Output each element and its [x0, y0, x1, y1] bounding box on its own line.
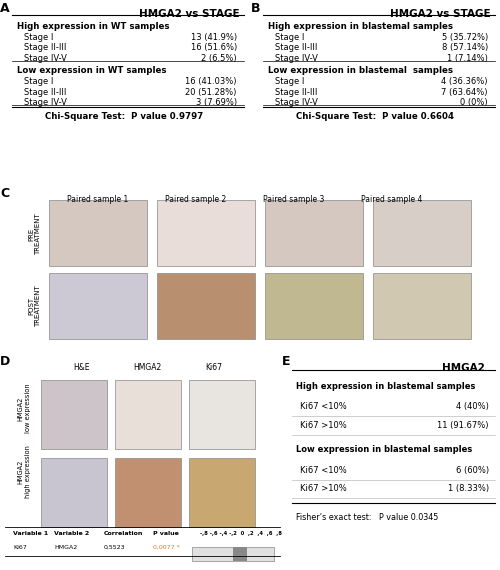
Text: Stage IV-V: Stage IV-V	[24, 98, 67, 107]
FancyBboxPatch shape	[40, 458, 106, 527]
Text: -,8 -,6 -,4 -,2  0  ,2  ,4  ,6  ,8: -,8 -,6 -,4 -,2 0 ,2 ,4 ,6 ,8	[200, 531, 282, 536]
Text: Correlation: Correlation	[104, 531, 143, 536]
FancyBboxPatch shape	[372, 272, 470, 339]
Text: Stage II-III: Stage II-III	[24, 88, 66, 96]
FancyBboxPatch shape	[115, 458, 181, 527]
Text: 8 (57.14%): 8 (57.14%)	[442, 43, 488, 52]
Text: Variable 1: Variable 1	[13, 531, 49, 536]
FancyBboxPatch shape	[189, 380, 255, 450]
Text: 5 (35.72%): 5 (35.72%)	[442, 33, 488, 42]
Text: 4 (40%): 4 (40%)	[456, 402, 489, 412]
Text: Stage I: Stage I	[275, 78, 304, 86]
FancyBboxPatch shape	[49, 200, 147, 266]
Text: Stage I: Stage I	[24, 33, 54, 42]
Text: POST
TREATMENT: POST TREATMENT	[28, 285, 41, 327]
Text: 16 (41.03%): 16 (41.03%)	[186, 78, 237, 86]
Text: 2 (6.5%): 2 (6.5%)	[201, 54, 237, 63]
Text: 16 (51.6%): 16 (51.6%)	[190, 43, 237, 52]
Text: HMGA2
high expression: HMGA2 high expression	[18, 446, 30, 499]
FancyBboxPatch shape	[157, 200, 255, 266]
Text: Variable 2: Variable 2	[54, 531, 90, 536]
Text: Low expression in blastemal  samples: Low expression in blastemal samples	[268, 66, 453, 75]
Text: Paired sample 3: Paired sample 3	[264, 195, 325, 204]
Text: 4 (36.36%): 4 (36.36%)	[442, 78, 488, 86]
Text: 7 (63.64%): 7 (63.64%)	[442, 88, 488, 96]
Text: Paired sample 4: Paired sample 4	[362, 195, 423, 204]
Text: Stage IV-V: Stage IV-V	[275, 98, 318, 107]
Text: Stage I: Stage I	[275, 33, 304, 42]
Text: 20 (51.28%): 20 (51.28%)	[186, 88, 237, 96]
FancyBboxPatch shape	[157, 272, 255, 339]
Text: 3 (7.69%): 3 (7.69%)	[196, 98, 237, 107]
Text: 6 (60%): 6 (60%)	[456, 466, 489, 475]
FancyBboxPatch shape	[115, 380, 181, 450]
Text: Stage II-III: Stage II-III	[24, 43, 66, 52]
Text: 1 (8.33%): 1 (8.33%)	[448, 484, 489, 493]
Text: HMGA2 vs STAGE: HMGA2 vs STAGE	[390, 9, 490, 19]
Text: 0,0077 *: 0,0077 *	[154, 545, 180, 550]
Text: Ki67 <10%: Ki67 <10%	[300, 402, 346, 412]
Text: 1 (7.14%): 1 (7.14%)	[447, 54, 488, 63]
Text: 0 (0%): 0 (0%)	[460, 98, 488, 107]
Text: Fisher’s exact test:   P value 0.0345: Fisher’s exact test: P value 0.0345	[296, 513, 438, 522]
Text: B: B	[251, 2, 260, 15]
Text: Paired sample 1: Paired sample 1	[68, 195, 128, 204]
Text: A: A	[0, 2, 10, 15]
Text: Stage IV-V: Stage IV-V	[24, 54, 67, 63]
Text: HMGA2: HMGA2	[134, 363, 162, 372]
Text: High expression in WT samples: High expression in WT samples	[17, 22, 170, 31]
Text: 0,5523: 0,5523	[104, 545, 126, 550]
FancyBboxPatch shape	[49, 272, 147, 339]
Text: HMGA2
low expression: HMGA2 low expression	[18, 384, 30, 433]
FancyBboxPatch shape	[372, 200, 470, 266]
Text: 11 (91.67%): 11 (91.67%)	[438, 421, 489, 430]
Text: HMGA2: HMGA2	[54, 545, 78, 550]
FancyBboxPatch shape	[189, 458, 255, 527]
FancyBboxPatch shape	[233, 547, 247, 561]
Text: E: E	[282, 355, 290, 368]
Text: Ki67 <10%: Ki67 <10%	[300, 466, 346, 475]
Text: High expression in blastemal samples: High expression in blastemal samples	[296, 382, 475, 391]
Text: 13 (41.9%): 13 (41.9%)	[190, 33, 237, 42]
FancyBboxPatch shape	[192, 547, 274, 561]
Text: HMGA2 vs STAGE: HMGA2 vs STAGE	[138, 9, 239, 19]
Text: D: D	[0, 355, 10, 368]
Text: Ki67: Ki67	[13, 545, 27, 550]
Text: High expression in blastemal samples: High expression in blastemal samples	[268, 22, 453, 31]
Text: Ki67: Ki67	[205, 363, 222, 372]
Text: Stage II-III: Stage II-III	[275, 43, 318, 52]
FancyBboxPatch shape	[264, 272, 362, 339]
Text: Chi-Square Test:  P value 0.6604: Chi-Square Test: P value 0.6604	[296, 112, 454, 121]
Text: H&E: H&E	[74, 363, 90, 372]
Text: C: C	[0, 187, 9, 200]
Text: Low expression in WT samples: Low expression in WT samples	[17, 66, 167, 75]
Text: Paired sample 2: Paired sample 2	[166, 195, 226, 204]
Text: P value: P value	[154, 531, 179, 536]
FancyBboxPatch shape	[264, 200, 362, 266]
Text: PRE
TREATMENT: PRE TREATMENT	[28, 214, 41, 255]
Text: Low expression in blastemal samples: Low expression in blastemal samples	[296, 445, 472, 454]
FancyBboxPatch shape	[40, 380, 106, 450]
Text: HMGA2: HMGA2	[442, 363, 485, 373]
Text: Ki67 >10%: Ki67 >10%	[300, 421, 346, 430]
Text: Stage II-III: Stage II-III	[275, 88, 318, 96]
Text: Chi-Square Test:  P value 0.9797: Chi-Square Test: P value 0.9797	[46, 112, 203, 121]
Text: Ki67 >10%: Ki67 >10%	[300, 484, 346, 493]
Text: Stage I: Stage I	[24, 78, 54, 86]
Text: Stage IV-V: Stage IV-V	[275, 54, 318, 63]
